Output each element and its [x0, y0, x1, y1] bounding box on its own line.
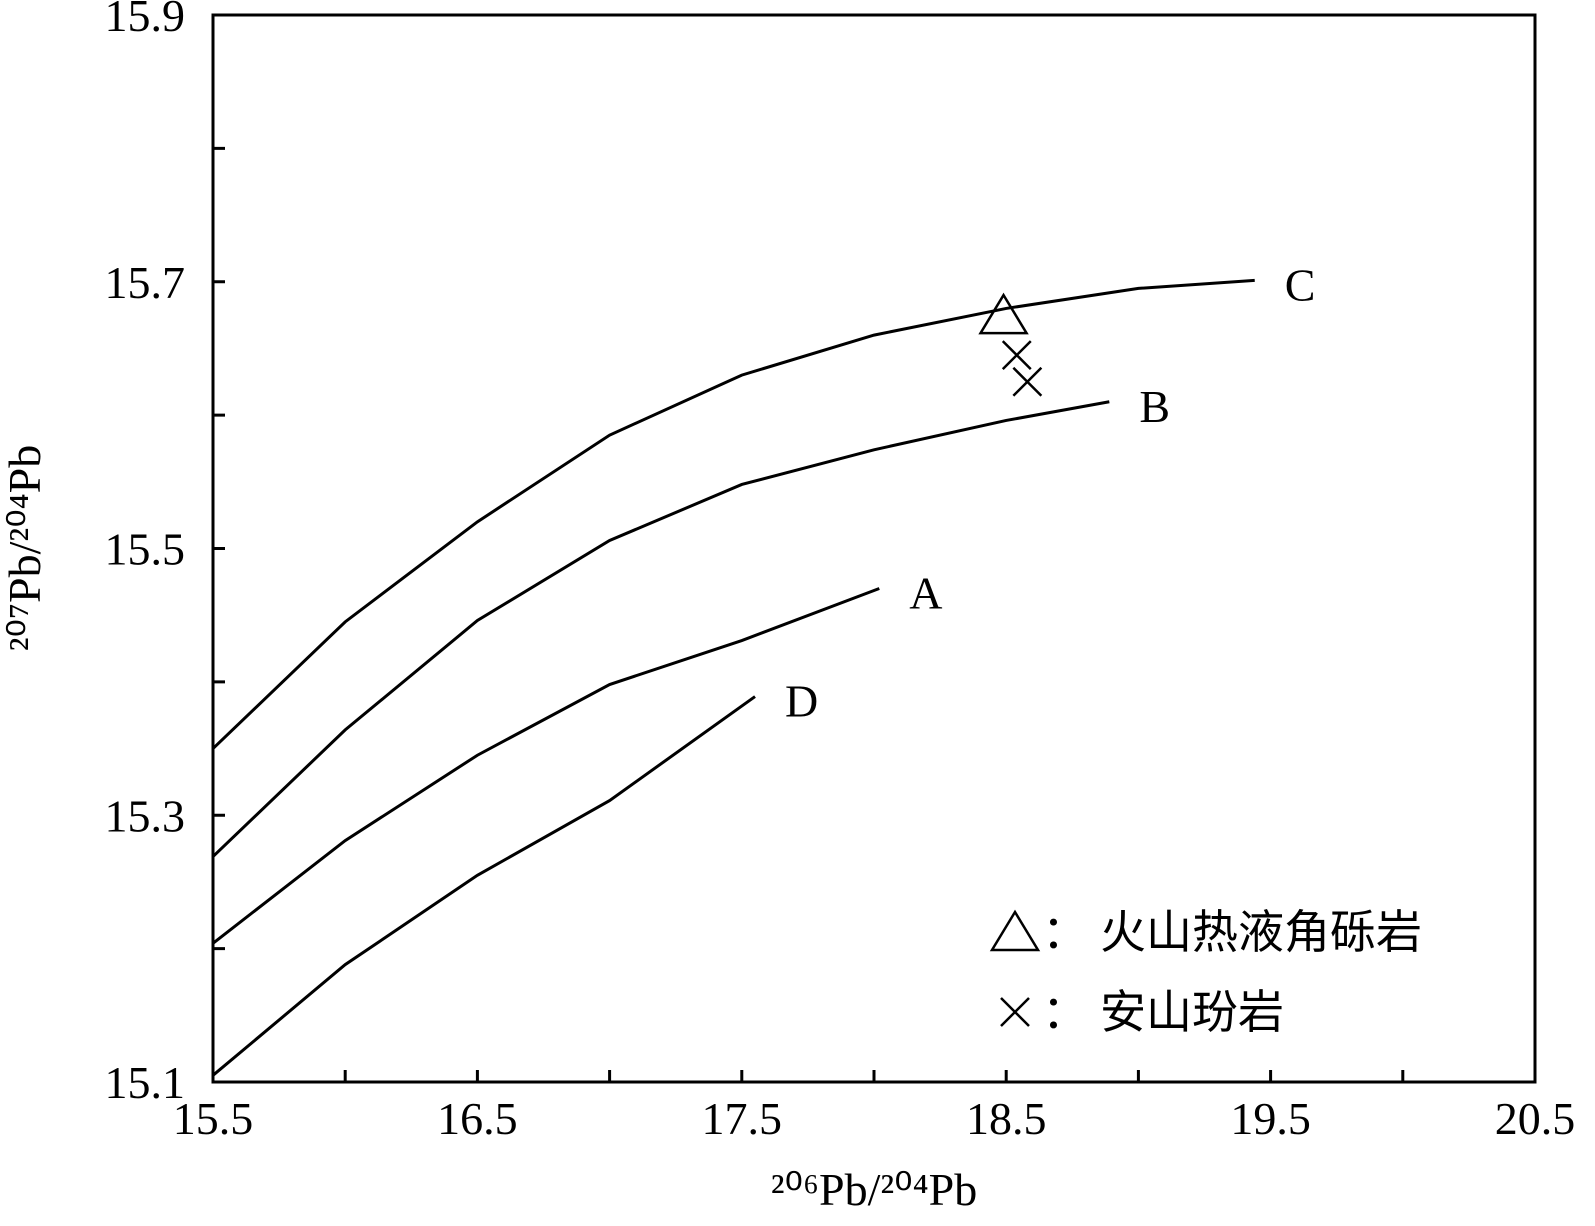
y-tick-label: 15.7	[105, 257, 186, 308]
curve	[211, 400, 1110, 858]
legend-marker	[989, 909, 1041, 952]
legend-label: 火山热液角砾岩	[1100, 905, 1422, 959]
x-tick-label: 15.5	[173, 1093, 254, 1144]
x-tick-label: 19.5	[1230, 1093, 1311, 1144]
y-tick-label: 15.5	[105, 524, 186, 575]
curve	[212, 695, 756, 1077]
x-tick-label: 17.5	[702, 1093, 783, 1144]
curve-label: A	[909, 568, 942, 619]
curve-label: B	[1139, 381, 1170, 432]
curve	[212, 587, 880, 945]
x-tick-label: 16.5	[437, 1093, 518, 1144]
curve-label: C	[1285, 259, 1316, 310]
legend-separator: ：	[1042, 905, 1088, 959]
cross-marker	[1012, 366, 1043, 397]
legend-marker	[1000, 997, 1030, 1027]
legend-label: 安山玢岩	[1100, 985, 1284, 1039]
curve	[211, 278, 1255, 750]
legend-separator: ：	[1042, 985, 1088, 1039]
y-tick-label: 15.1	[105, 1057, 186, 1108]
triangle-marker	[978, 292, 1029, 335]
y-axis-label: ²⁰⁷Pb/²⁰⁴Pb	[0, 445, 50, 651]
x-axis-label: ²⁰⁶Pb/²⁰⁴Pb	[771, 1164, 977, 1215]
cross-marker	[1001, 340, 1032, 370]
x-tick-label: 18.5	[966, 1093, 1047, 1144]
y-tick-label: 15.9	[105, 0, 186, 41]
x-tick-label: 20.5	[1495, 1093, 1576, 1144]
curve-label: D	[785, 676, 818, 727]
y-tick-label: 15.3	[105, 790, 186, 841]
